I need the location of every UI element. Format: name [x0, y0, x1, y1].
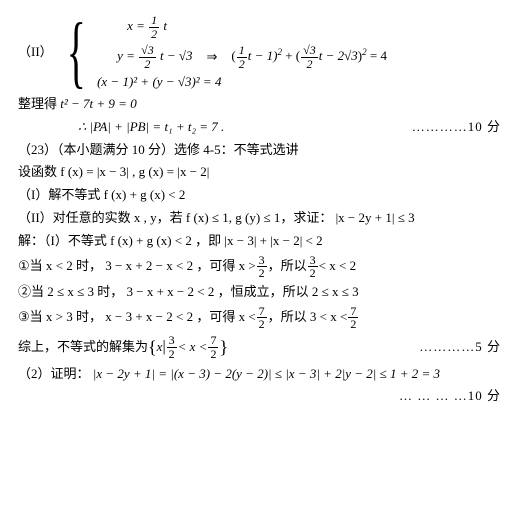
case1-pre: 当 x < 2 时， 3 − x + 2 − x < 2 ，可得 x > [30, 256, 256, 277]
set-ld: 2 [167, 348, 177, 361]
c3f1n: 7 [257, 305, 267, 319]
case3-pre: 当 x > 3 时， x − 3 + x − 2 < 2 ，可得 x < [30, 307, 256, 328]
tidy-label: 整理得 [18, 96, 57, 111]
set-mid: < x < [178, 337, 208, 358]
case1: ① 当 x < 2 时， 3 − x + 2 − x < 2 ，可得 x > 3… [18, 254, 501, 280]
p2-label: （II）对任意的实数 x , y，若 f (x) ≤ 1, g (y) ≤ 1，… [18, 208, 501, 229]
score-10b: … … … …10 分 [399, 386, 501, 407]
case3-mid: ，所以 3 < x < [268, 307, 348, 328]
score-10a: …………10 分 [412, 117, 501, 138]
rhs-p1d: 2 [237, 58, 247, 71]
summary-pre: 综上，不等式的解集为 [18, 337, 148, 358]
score-10b-row: … … … …10 分 [18, 386, 501, 407]
rhs-eq: (12t − 1)2 + (√32t − 2√3)2 = 4 [231, 44, 387, 70]
fn-def: 设函数 f (x) = |x − 3| , g (x) = |x − 2| [18, 162, 501, 183]
c3f2d: 2 [348, 318, 358, 331]
c1f2n: 3 [308, 254, 318, 268]
summary-row: 综上，不等式的解集为 { x | 32 < x < 72 } …………5 分 [18, 333, 501, 362]
set-open-icon: { [148, 333, 157, 362]
rhs-p2n: √3 [301, 44, 318, 58]
set-close-icon: } [219, 333, 228, 362]
rhs-p1n: 1 [237, 44, 247, 58]
case1-tail: < x < 2 [319, 256, 356, 277]
c3f2n: 7 [348, 305, 358, 319]
case1-mid: ，所以 [268, 256, 307, 277]
p1-label: （I）解不等式 f (x) + g (x) < 2 [18, 185, 501, 206]
case3: ③ 当 x > 3 时， x − 3 + x − 2 < 2 ，可得 x < 7… [18, 305, 501, 331]
eq-x-lhs: x = [127, 18, 145, 33]
score-5: …………5 分 [419, 337, 501, 358]
set-rd: 2 [208, 348, 218, 361]
proof-label: （2）证明： [18, 366, 90, 381]
rhs-p1s: 2 [277, 47, 282, 57]
fn-def-text: 设函数 f (x) = |x − 3| , g (x) = |x − 2| [18, 164, 209, 179]
tidy-line: 整理得 t² − 7t + 9 = 0 [18, 94, 501, 115]
left-brace-icon: { [66, 12, 85, 92]
c3f1d: 2 [257, 318, 267, 331]
eq-y-lhs: y = [117, 48, 135, 63]
brace-group: { x = 12 t y = √32 t − √3 ⇒ (12t − 1) [53, 12, 387, 92]
eq-x-den: 2 [149, 28, 159, 41]
rhs-p2sq: √3 [344, 48, 358, 63]
rhs-eq4: = 4 [370, 48, 387, 63]
proof-eq: |x − 2y + 1| = |(x − 3) − 2(y − 2)| ≤ |x… [93, 366, 440, 381]
c1f2d: 2 [308, 267, 318, 280]
tidy-eq: t² − 7t + 9 = 0 [60, 96, 136, 111]
eq-x: x = 12 t [97, 14, 387, 40]
c1f1d: 2 [257, 267, 267, 280]
eq-y-tail: √3 [179, 48, 193, 63]
sol-label: 解：（I）不等式 f (x) + g (x) < 2 ，即 |x − 3| + … [18, 231, 501, 252]
set-rn: 7 [208, 334, 218, 348]
rhs-p2s: 2 [362, 47, 367, 57]
eq-y-mid: t − [160, 48, 179, 63]
rhs-p2t: t − 2 [319, 48, 344, 63]
set-bar-icon: | [162, 334, 165, 360]
eq-y-num: √3 [139, 44, 156, 58]
part2-label: （II） [18, 42, 53, 63]
pa-pb: ∴ |PA| + |PB| = t₁ + t₂ = 7 . [78, 117, 224, 138]
case2: ②当 2 ≤ x ≤ 3 时， 3 − x + x − 2 < 2 ，恒成立，所… [18, 282, 501, 303]
eq-y-den: 2 [142, 58, 152, 71]
proof-line: （2）证明： |x − 2y + 1| = |(x − 3) − 2(y − 2… [18, 364, 501, 385]
circle-eq: (x − 1)² + (y − √3)² = 4 [97, 74, 387, 90]
papb-row: ∴ |PA| + |PB| = t₁ + t₂ = 7 . …………10 分 [18, 117, 501, 138]
rhs-p2d: 2 [304, 58, 314, 71]
eq-y-row: y = √32 t − √3 ⇒ (12t − 1)2 + (√32t − 2√… [97, 44, 387, 70]
set-ln: 3 [167, 334, 177, 348]
system-block: （II） { x = 12 t y = √32 t − √3 ⇒ [18, 12, 501, 92]
case1-num: ① [18, 256, 30, 277]
q23-head: （23）（本小题满分 10 分）选修 4-5：不等式选讲 [18, 140, 501, 161]
eq-x-tail: t [163, 18, 167, 33]
implies-arrow: ⇒ [207, 49, 218, 65]
eq-x-num: 1 [149, 14, 159, 28]
c1f1n: 3 [257, 254, 267, 268]
case3-num: ③ [18, 307, 30, 328]
rhs-p1o: ( [231, 48, 235, 63]
rhs-plus: + ( [285, 48, 300, 63]
rhs-p1t: t − 1) [248, 48, 278, 63]
